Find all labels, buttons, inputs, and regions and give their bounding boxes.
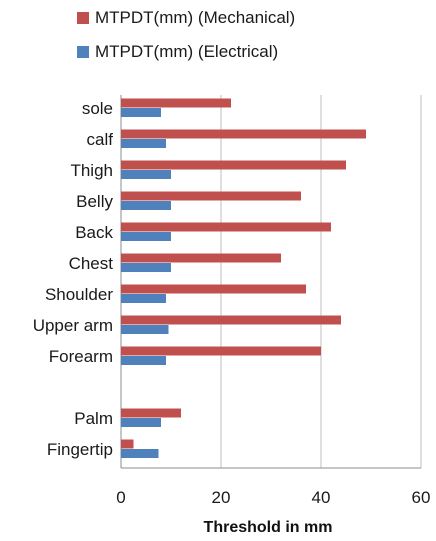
axes — [120, 95, 421, 469]
legend-swatch-electrical — [77, 46, 89, 58]
x-axis-title: Threshold in mm — [204, 519, 333, 536]
legend: MTPDT(mm) (Mechanical) MTPDT(mm) (Electri… — [77, 8, 295, 61]
bar-mechanical-chest — [121, 253, 281, 263]
bar-mechanical-shoulder — [121, 284, 306, 294]
category-label-forearm: Forearm — [49, 347, 113, 366]
bar-mechanical-calf — [121, 129, 366, 139]
bar-mechanical-fingertip — [121, 439, 134, 449]
legend-label-mechanical: MTPDT(mm) (Mechanical) — [95, 8, 295, 27]
bar-mechanical-forearm — [121, 346, 321, 356]
bar-mechanical-back — [121, 222, 331, 232]
bar-mechanical-thigh — [121, 160, 346, 170]
category-label-calf: calf — [87, 130, 114, 149]
x-tick-label-20: 20 — [212, 488, 231, 507]
legend-swatch-mechanical — [77, 12, 89, 24]
category-labels: sole calf Thigh Belly Back Chest Shoulder Upper… — [33, 99, 114, 459]
bar-mechanical-upper-arm — [121, 315, 341, 325]
bar-electrical-shoulder — [121, 294, 166, 303]
bar-electrical-palm — [121, 418, 161, 427]
category-label-upper-arm: Upper arm — [33, 316, 113, 335]
bar-mechanical-sole — [121, 98, 231, 108]
bar-electrical-forearm — [121, 356, 166, 365]
bar-electrical-fingertip — [121, 449, 159, 458]
bar-electrical-back — [121, 232, 171, 241]
category-label-shoulder: Shoulder — [45, 285, 113, 304]
x-tick-labels: 0 20 40 60 — [116, 488, 430, 507]
x-tick-label-60: 60 — [412, 488, 431, 507]
bar-mechanical-palm — [121, 408, 181, 418]
bar-electrical-chest — [121, 263, 171, 272]
bars — [121, 98, 366, 458]
bar-electrical-thigh — [121, 170, 171, 179]
bar-electrical-sole — [121, 108, 161, 117]
category-label-back: Back — [75, 223, 113, 242]
category-label-thigh: Thigh — [70, 161, 113, 180]
bar-electrical-upper-arm — [121, 325, 169, 334]
bar-mechanical-belly — [121, 191, 301, 201]
category-label-fingertip: Fingertip — [47, 440, 113, 459]
bar-electrical-calf — [121, 139, 166, 148]
x-tick-label-40: 40 — [312, 488, 331, 507]
category-label-belly: Belly — [76, 192, 113, 211]
category-label-palm: Palm — [74, 409, 113, 428]
bar-electrical-belly — [121, 201, 171, 210]
category-label-chest: Chest — [69, 254, 114, 273]
gridlines — [220, 95, 422, 468]
legend-label-electrical: MTPDT(mm) (Electrical) — [95, 42, 278, 61]
category-label-sole: sole — [82, 99, 113, 118]
x-tick-label-0: 0 — [116, 488, 125, 507]
